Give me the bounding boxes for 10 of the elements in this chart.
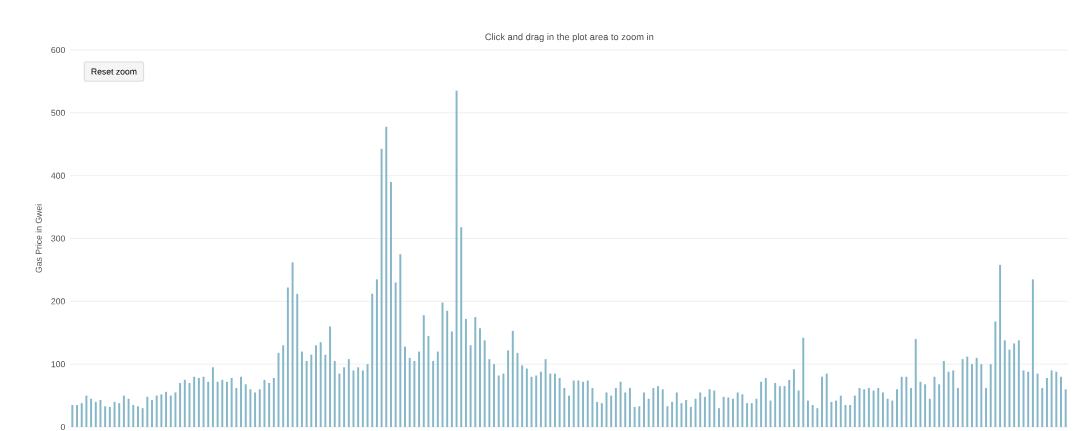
y-tick-label: 500: [51, 109, 65, 116]
y-tick-label: 600: [51, 46, 65, 54]
y-tick-label: 400: [51, 172, 65, 179]
annotation: Reset zoom: [91, 68, 137, 75]
y-tick-label: 0: [60, 423, 65, 431]
y-tick-label: 100: [51, 361, 65, 368]
y-tick-label: 300: [51, 235, 65, 242]
y-axis-title: Gas Price in Gwei: [35, 204, 42, 273]
chart-subtitle: Click and drag in the plot area to zoom in: [485, 33, 654, 43]
y-tick-label: 200: [51, 298, 65, 305]
